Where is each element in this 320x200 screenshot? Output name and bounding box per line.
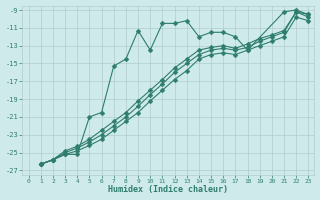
X-axis label: Humidex (Indice chaleur): Humidex (Indice chaleur) bbox=[108, 185, 228, 194]
